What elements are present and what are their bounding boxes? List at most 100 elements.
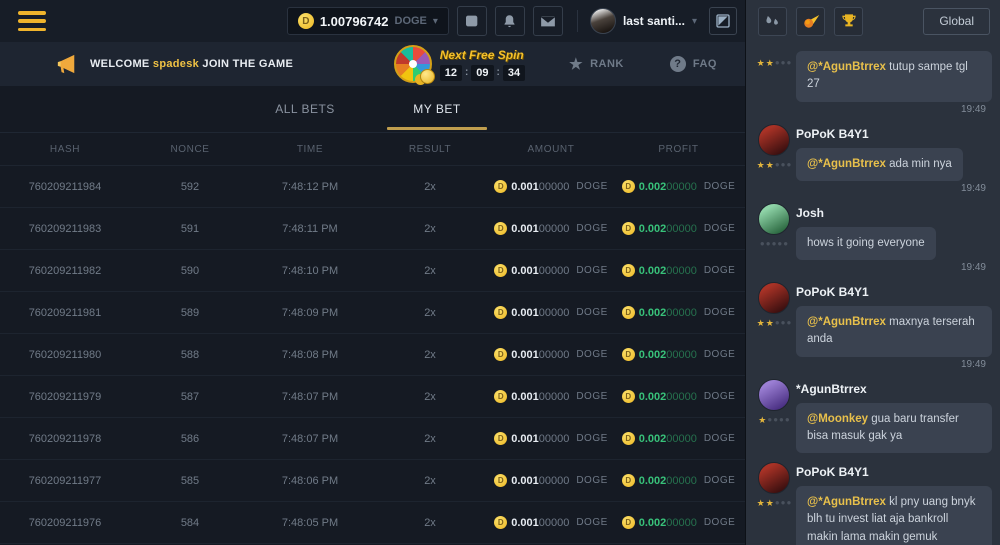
doge-coin-icon: D	[297, 13, 314, 29]
bet-profit: D 0.00200000 DOGE	[612, 432, 745, 445]
chat-messages[interactable]: ★ ★ ● ● ● @*AgunBtrrex tutup sampe tgl 27 19…	[746, 42, 1000, 545]
chat-username[interactable]: Josh	[796, 205, 825, 220]
col-time: TIME	[296, 143, 324, 155]
bet-result: 2x	[424, 306, 436, 319]
mention-link[interactable]: @*AgunBtrrex	[807, 496, 886, 508]
doge-coin-icon: D	[494, 264, 508, 277]
chat-avatar[interactable]	[758, 378, 790, 411]
rank-button[interactable]: ★ RANK	[569, 55, 624, 73]
mention-link[interactable]: @*AgunBtrrex	[807, 316, 886, 328]
faq-label: FAQ	[692, 58, 717, 70]
bet-nonce: 590	[180, 264, 200, 277]
chat-message: ● ● ● ● ● Josh hows it going everyone 19:49	[752, 202, 992, 273]
chat-avatar[interactable]	[758, 123, 790, 156]
contest-button[interactable]	[834, 6, 863, 36]
free-spin-timer: 12: 09: 34	[439, 64, 526, 81]
bet-nonce: 587	[180, 390, 200, 403]
chat-message-partial: ★ ★ ● ● ● @*AgunBtrrex tutup sampe tgl 27 19…	[752, 51, 992, 115]
chat-message: ★ ★ ● ● ● PoPoK B4Y1 @*AgunBtrrex kl pny uan…	[752, 462, 992, 545]
bet-result: 2x	[424, 432, 436, 445]
wallet-icon	[465, 15, 478, 27]
chat-username[interactable]: PoPoK B4Y1	[796, 465, 869, 479]
table-row[interactable]: 760209211979 587 7:48:07 PM 2x D 0.00100…	[0, 376, 745, 418]
doge-coin-icon: D	[621, 348, 635, 361]
bet-nonce: 589	[180, 306, 200, 319]
chevron-down-icon: ▾	[691, 15, 697, 27]
doge-coin-icon: D	[494, 432, 508, 445]
free-spin-widget[interactable]: Next Free Spin 12: 09: 34	[393, 45, 526, 84]
user-rating: ★ ★ ● ● ●	[756, 58, 792, 68]
chat-header: Global	[746, 0, 1000, 42]
mention-link[interactable]: @*AgunBtrrex	[807, 61, 886, 73]
chat-toggle-button[interactable]	[709, 7, 737, 35]
bet-time: 7:48:05 PM	[281, 516, 339, 529]
bet-amount: D 0.00100000 DOGE	[490, 390, 612, 403]
chat-username[interactable]: PoPoK B4Y1	[796, 126, 869, 141]
chat-avatar[interactable]	[758, 282, 790, 314]
doge-coin-icon: D	[621, 432, 635, 445]
bet-result: 2x	[424, 516, 436, 529]
bet-profit: D 0.00200000 DOGE	[612, 306, 745, 319]
table-row[interactable]: 760209211977 585 7:48:06 PM 2x D 0.00100…	[0, 460, 745, 502]
bet-profit: D 0.00200000 DOGE	[612, 348, 745, 361]
bet-time: 7:48:11 PM	[282, 222, 338, 235]
balance-currency: DOGE	[394, 15, 427, 27]
mention-link[interactable]: @Moonkey	[807, 412, 869, 425]
tab-my-bet[interactable]: MY BET	[413, 102, 461, 116]
doge-coin-icon: D	[621, 306, 635, 319]
tab-all-bets[interactable]: ALL BETS	[275, 102, 335, 116]
chat-username[interactable]: *AgunBtrrex	[796, 381, 867, 396]
bet-amount: D 0.00100000 DOGE	[490, 180, 612, 193]
bet-amount: D 0.00100000 DOGE	[490, 516, 612, 529]
table-row[interactable]: 760209211983 591 7:48:11 PM 2x D 0.00100…	[0, 208, 745, 250]
top-bar: D 1.00796742 DOGE ▾ last santi... ▾	[0, 0, 745, 42]
bet-amount: D 0.00100000 DOGE	[490, 432, 612, 445]
mention-link[interactable]: @*AgunBtrrex	[807, 157, 886, 170]
main-area: D 1.00796742 DOGE ▾ last santi... ▾	[0, 0, 745, 544]
table-row[interactable]: 760209211978 586 7:48:07 PM 2x D 0.00100…	[0, 418, 745, 460]
col-amount: AMOUNT	[527, 143, 575, 155]
balance-selector[interactable]: D 1.00796742 DOGE ▾	[286, 7, 449, 35]
message-bubble: hows it going everyone	[796, 226, 936, 260]
chat-avatar[interactable]	[758, 202, 790, 235]
chat-collapse-icon	[716, 14, 730, 28]
chat-room-button[interactable]: Global	[923, 7, 990, 35]
message-bubble: @*AgunBtrrex maxnya terserah anda	[796, 306, 992, 357]
bet-nonce: 585	[180, 474, 200, 487]
table-row[interactable]: 760209211984 592 7:48:12 PM 2x D 0.00100…	[0, 166, 745, 208]
wallet-button[interactable]	[456, 6, 487, 36]
table-row[interactable]: 760209211982 590 7:48:10 PM 2x D 0.00100…	[0, 250, 745, 292]
bet-amount: D 0.00100000 DOGE	[490, 348, 612, 361]
col-profit: PROFIT	[658, 143, 699, 155]
doge-coin-icon: D	[494, 474, 508, 487]
hamburger-menu-icon[interactable]	[18, 11, 46, 31]
bet-nonce: 584	[180, 516, 200, 529]
bet-time: 7:48:07 PM	[281, 390, 339, 403]
bet-hash: 760209211980	[28, 348, 102, 361]
messages-button[interactable]	[532, 6, 563, 36]
chat-username[interactable]: PoPoK B4Y1	[796, 285, 869, 299]
bet-amount: D 0.00100000 DOGE	[490, 306, 612, 319]
user-menu[interactable]: last santi... ▾	[589, 8, 697, 34]
user-avatar	[589, 8, 616, 34]
spin-wheel-icon	[393, 45, 435, 84]
table-row[interactable]: 760209211981 589 7:48:09 PM 2x D 0.00100…	[0, 292, 745, 334]
bet-profit: D 0.00200000 DOGE	[612, 474, 745, 487]
bet-nonce: 591	[180, 222, 200, 235]
chat-avatar[interactable]	[758, 462, 790, 494]
notifications-button[interactable]	[494, 6, 525, 36]
faucet-button[interactable]	[758, 6, 787, 36]
bet-hash: 760209211978	[28, 432, 102, 445]
bet-result: 2x	[424, 348, 436, 361]
star-icon: ★	[569, 56, 584, 73]
user-rating: ★ ★ ● ● ●	[756, 318, 792, 328]
bet-hash: 760209211979	[28, 390, 102, 403]
doge-coin-icon: D	[494, 390, 508, 403]
flash-bet-button[interactable]	[796, 6, 825, 36]
table-row[interactable]: 760209211980 588 7:48:08 PM 2x D 0.00100…	[0, 334, 745, 376]
user-rating: ★ ★ ● ● ●	[756, 159, 792, 170]
mail-icon	[540, 15, 556, 27]
table-row[interactable]: 760209211976 584 7:48:05 PM 2x D 0.00100…	[0, 502, 745, 544]
col-nonce: NONCE	[170, 143, 210, 155]
faq-button[interactable]: ? FAQ	[669, 56, 717, 72]
